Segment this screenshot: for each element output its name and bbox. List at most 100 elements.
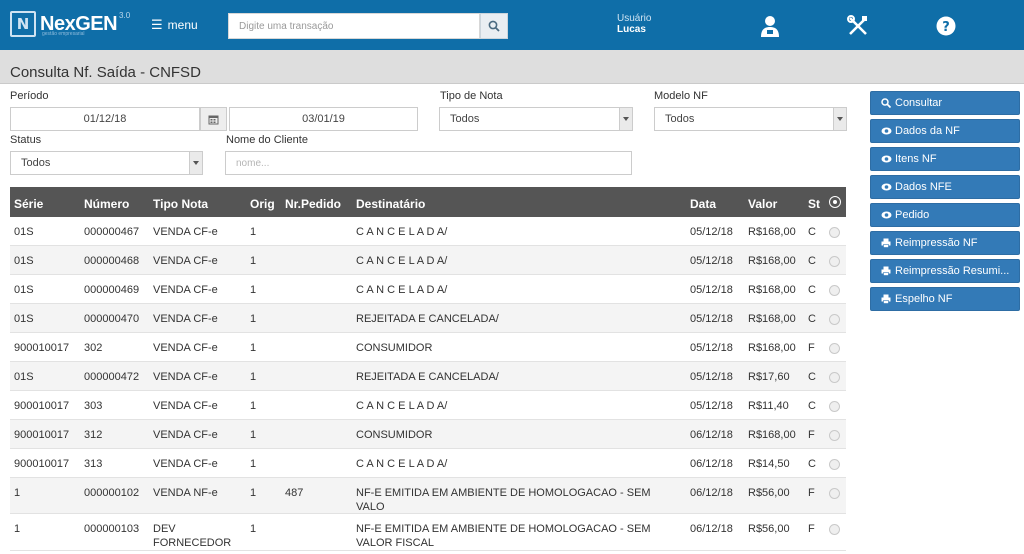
- cell-serie: 1: [14, 523, 21, 535]
- table-row[interactable]: 900010017 302 VENDA CF-e 1 CONSUMIDOR 05/12/1…: [10, 333, 846, 362]
- cell-numero: 000000469: [84, 284, 140, 296]
- print-icon: [880, 294, 892, 304]
- col-valor[interactable]: Valor: [748, 197, 778, 211]
- row-select-radio-icon[interactable]: [829, 488, 840, 499]
- consultar-button[interactable]: Consultar: [870, 91, 1020, 115]
- action-label: Espelho NF: [895, 293, 953, 305]
- cell-valor: R$56,00: [748, 487, 790, 499]
- select-all-radio-icon[interactable]: [829, 196, 841, 208]
- user-info: Usuário Lucas: [617, 13, 651, 35]
- cliente-label: Nome do Cliente: [226, 134, 308, 146]
- cell-valor: R$168,00: [748, 284, 796, 296]
- cell-orig: 1: [250, 255, 257, 267]
- table-row[interactable]: 900010017 303 VENDA CF-e 1 C A N C E L A D A…: [10, 391, 846, 420]
- cell-data: 06/12/18: [690, 523, 733, 535]
- cell-numero: 312: [84, 429, 103, 441]
- cell-numero: 000000472: [84, 371, 140, 383]
- row-select-radio-icon[interactable]: [829, 524, 840, 535]
- cell-tipo-nota: VENDA NF-e: [153, 487, 218, 499]
- periodo-end-field[interactable]: 03/01/19: [229, 107, 418, 131]
- dropdown-arrow-icon: [619, 108, 632, 130]
- col-st[interactable]: St: [808, 197, 820, 211]
- cell-destinatario: C A N C E L A D A/: [356, 226, 448, 238]
- reimpressao-resumi-button[interactable]: Reimpressão Resumi...: [870, 259, 1020, 283]
- transaction-search-input[interactable]: [228, 13, 480, 39]
- col-numero[interactable]: Número: [84, 197, 130, 211]
- itens-nf-button[interactable]: Itens NF: [870, 147, 1020, 171]
- cell-data: 06/12/18: [690, 429, 733, 441]
- table-row[interactable]: 01S 000000467 VENDA CF-e 1 C A N C E L A D A…: [10, 217, 846, 246]
- table-row[interactable]: 1 000000103 DEV FORNECEDOR 1 NF-E EMITIDA EM…: [10, 514, 846, 551]
- row-select-radio-icon[interactable]: [829, 372, 840, 383]
- table-row[interactable]: 01S 000000468 VENDA CF-e 1 C A N C E L A D A…: [10, 246, 846, 275]
- periodo-start-field[interactable]: 01/12/18: [10, 107, 200, 131]
- col-serie[interactable]: Série: [14, 197, 44, 211]
- cell-valor: R$168,00: [748, 255, 796, 267]
- row-select-radio-icon[interactable]: [829, 430, 840, 441]
- cell-data: 05/12/18: [690, 400, 733, 412]
- table-row[interactable]: 900010017 313 VENDA CF-e 1 C A N C E L A D A…: [10, 449, 846, 478]
- cell-st: C: [808, 400, 816, 412]
- calendar-icon: [208, 115, 219, 124]
- row-select-radio-icon[interactable]: [829, 285, 840, 296]
- row-select-radio-icon[interactable]: [829, 256, 840, 267]
- search-button[interactable]: [480, 13, 508, 39]
- table-row[interactable]: 01S 000000470 VENDA CF-e 1 REJEITADA E CANCE…: [10, 304, 846, 333]
- cell-tipo-nota: VENDA CF-e: [153, 342, 218, 354]
- col-orig[interactable]: Orig: [250, 197, 275, 211]
- cell-st: F: [808, 487, 815, 499]
- espelho-nf-button[interactable]: Espelho NF: [870, 287, 1020, 311]
- row-select-radio-icon[interactable]: [829, 401, 840, 412]
- table-row[interactable]: 01S 000000472 VENDA CF-e 1 REJEITADA E CANCE…: [10, 362, 846, 391]
- cell-valor: R$168,00: [748, 313, 796, 325]
- tipo-nota-select[interactable]: Todos: [439, 107, 633, 131]
- user-profile-button[interactable]: [756, 12, 784, 40]
- col-tipo-nota[interactable]: Tipo Nota: [153, 197, 209, 211]
- row-select-radio-icon[interactable]: [829, 227, 840, 238]
- cell-serie: 01S: [14, 255, 34, 267]
- modelo-nf-select[interactable]: Todos: [654, 107, 847, 131]
- app-logo[interactable]: N NexGEN 3.0 gestão empresarial: [10, 9, 130, 39]
- col-destinatario[interactable]: Destinatário: [356, 197, 426, 211]
- reimpressao-nf-button[interactable]: Reimpressão NF: [870, 231, 1020, 255]
- tipo-nota-value: Todos: [450, 113, 480, 125]
- periodo-label: Período: [10, 90, 49, 102]
- col-data[interactable]: Data: [690, 197, 717, 211]
- action-label: Dados NFE: [895, 181, 952, 193]
- col-nr-pedido[interactable]: Nr.Pedido: [285, 197, 342, 211]
- table-row[interactable]: 01S 000000469 VENDA CF-e 1 C A N C E L A D A…: [10, 275, 846, 304]
- row-select-radio-icon[interactable]: [829, 459, 840, 470]
- calendar-button[interactable]: [200, 107, 227, 131]
- status-select[interactable]: Todos: [10, 151, 203, 175]
- cell-valor: R$56,00: [748, 523, 790, 535]
- settings-button[interactable]: [844, 12, 872, 40]
- dados-da-nf-button[interactable]: Dados da NF: [870, 119, 1020, 143]
- cell-serie: 01S: [14, 371, 34, 383]
- cell-data: 05/12/18: [690, 313, 733, 325]
- table-row[interactable]: 1 000000102 VENDA NF-e 1 487 NF-E EMITIDA EM …: [10, 478, 846, 514]
- cell-destinatario: REJEITADA E CANCELADA/: [356, 371, 499, 383]
- cliente-input[interactable]: nome...: [225, 151, 632, 175]
- cell-valor: R$168,00: [748, 429, 796, 441]
- eye-icon: [880, 211, 892, 219]
- cell-serie: 01S: [14, 284, 34, 296]
- cell-destinatario: C A N C E L A D A/: [356, 458, 448, 470]
- dados-nfe-button[interactable]: Dados NFE: [870, 175, 1020, 199]
- cell-numero: 302: [84, 342, 103, 354]
- row-select-radio-icon[interactable]: [829, 343, 840, 354]
- cliente-placeholder: nome...: [236, 157, 270, 169]
- cell-destinatario: CONSUMIDOR: [356, 342, 433, 354]
- menu-button[interactable]: ☰ menu: [151, 17, 198, 33]
- cell-tipo-nota: VENDA CF-e: [153, 284, 218, 296]
- row-select-radio-icon[interactable]: [829, 314, 840, 325]
- table-body: 01S 000000467 VENDA CF-e 1 C A N C E L A D A…: [10, 217, 846, 551]
- modelo-nf-label: Modelo NF: [654, 90, 708, 102]
- table-row[interactable]: 900010017 312 VENDA CF-e 1 CONSUMIDOR 06/12/1…: [10, 420, 846, 449]
- hamburger-icon: ☰: [151, 17, 163, 32]
- help-button[interactable]: ?: [932, 12, 960, 40]
- pedido-button[interactable]: Pedido: [870, 203, 1020, 227]
- cell-orig: 1: [250, 342, 257, 354]
- cell-serie: 900010017: [14, 400, 70, 412]
- cell-tipo-nota: VENDA CF-e: [153, 255, 218, 267]
- cell-numero: 303: [84, 400, 103, 412]
